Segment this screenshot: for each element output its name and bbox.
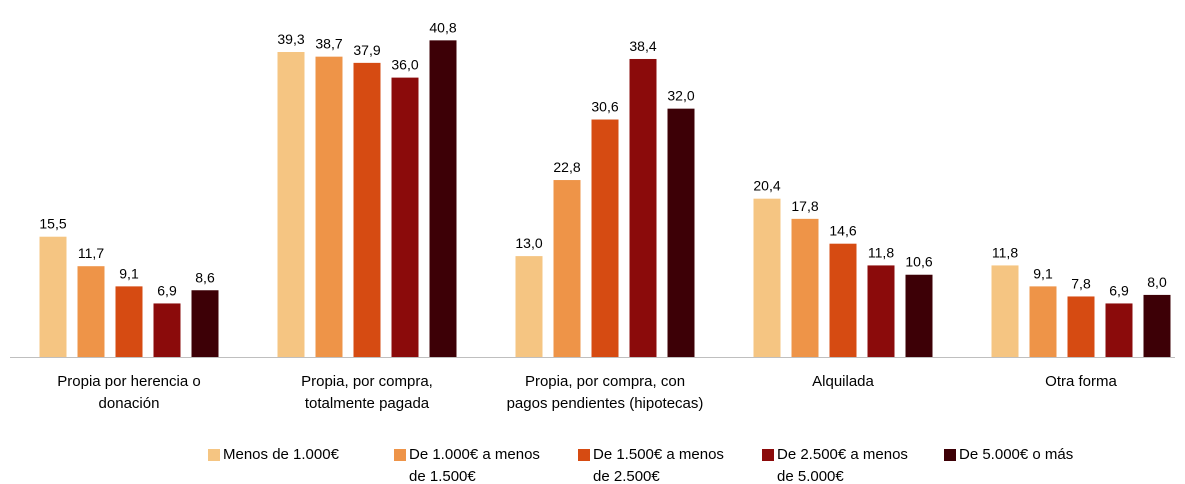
- data-label: 8,0: [1147, 274, 1167, 290]
- bar: [629, 58, 657, 358]
- legend-swatch: [762, 449, 774, 461]
- bar: [591, 119, 619, 357]
- bar: [429, 40, 457, 358]
- legend-swatch: [208, 449, 220, 461]
- bar: [277, 51, 305, 357]
- bar: [905, 274, 933, 357]
- data-label: 22,8: [553, 159, 580, 175]
- data-label: 14,6: [829, 223, 856, 239]
- bar: [867, 265, 895, 357]
- data-label: 30,6: [591, 99, 618, 115]
- bar: [667, 108, 695, 357]
- x-tick-label: Alquilada: [812, 373, 874, 390]
- bar: [791, 218, 819, 357]
- bar: [753, 198, 781, 357]
- legend-label: De 5.000€ o más: [959, 446, 1074, 463]
- legend-swatch: [944, 449, 956, 461]
- bar: [353, 62, 381, 358]
- x-tick-label: Propia por herencia o donación: [57, 373, 201, 412]
- data-label: 39,3: [277, 31, 304, 47]
- data-label: 17,8: [791, 198, 818, 214]
- data-label: 11,7: [78, 245, 104, 261]
- x-tick-label: Propia, por compra, con pagos pendientes…: [506, 373, 704, 412]
- x-tick-label: Propia, por compra, totalmente pagada: [301, 373, 433, 412]
- data-label: 38,7: [315, 36, 342, 52]
- data-label: 36,0: [391, 57, 418, 73]
- data-label: 11,8: [992, 244, 1018, 260]
- bar: [1067, 296, 1095, 357]
- bar: [77, 266, 105, 357]
- data-label: 9,1: [119, 265, 139, 281]
- legend-item: De 2.500€ a menos de 5.000€: [762, 444, 927, 484]
- bar: [153, 303, 181, 357]
- bar: [515, 256, 543, 357]
- legend-label: De 1.500€ a menos de 2.500€: [593, 446, 724, 484]
- data-label: 6,9: [157, 282, 177, 298]
- data-label: 20,4: [753, 178, 780, 194]
- data-label: 8,6: [195, 269, 215, 285]
- legend-swatch: [394, 449, 406, 461]
- data-label: 9,1: [1033, 265, 1053, 281]
- bar: [191, 290, 219, 357]
- legend-item: De 1.000€ a menos de 1.500€: [394, 444, 559, 484]
- data-label: 40,8: [429, 19, 456, 35]
- legend-item: De 1.500€ a menos de 2.500€: [578, 444, 743, 484]
- data-label: 6,9: [1109, 282, 1129, 298]
- bar: [1143, 294, 1171, 357]
- data-label: 13,0: [515, 235, 542, 251]
- bar: [829, 243, 857, 357]
- data-label: 32,0: [667, 88, 694, 104]
- legend-item: Menos de 1.000€: [208, 444, 373, 466]
- bar: [39, 236, 67, 357]
- data-label: 11,8: [868, 244, 894, 260]
- legend-label: De 1.000€ a menos de 1.500€: [409, 446, 540, 484]
- data-label: 7,8: [1071, 275, 1091, 291]
- bar: [115, 286, 143, 357]
- data-label: 10,6: [905, 254, 932, 270]
- legend-label: De 2.500€ a menos de 5.000€: [777, 446, 908, 484]
- legend-swatch: [578, 449, 590, 461]
- bar: [391, 77, 419, 357]
- bar: [1029, 286, 1057, 357]
- data-label: 38,4: [629, 38, 656, 54]
- legend-label: Menos de 1.000€: [223, 446, 339, 463]
- bar: [1105, 303, 1133, 357]
- bar: [315, 56, 343, 357]
- bar: [991, 265, 1019, 357]
- x-tick-label: Otra forma: [1045, 373, 1117, 390]
- data-label: 15,5: [39, 216, 66, 232]
- bar: [553, 180, 581, 357]
- data-label: 37,9: [353, 42, 380, 58]
- legend-item: De 5.000€ o más: [944, 444, 1109, 466]
